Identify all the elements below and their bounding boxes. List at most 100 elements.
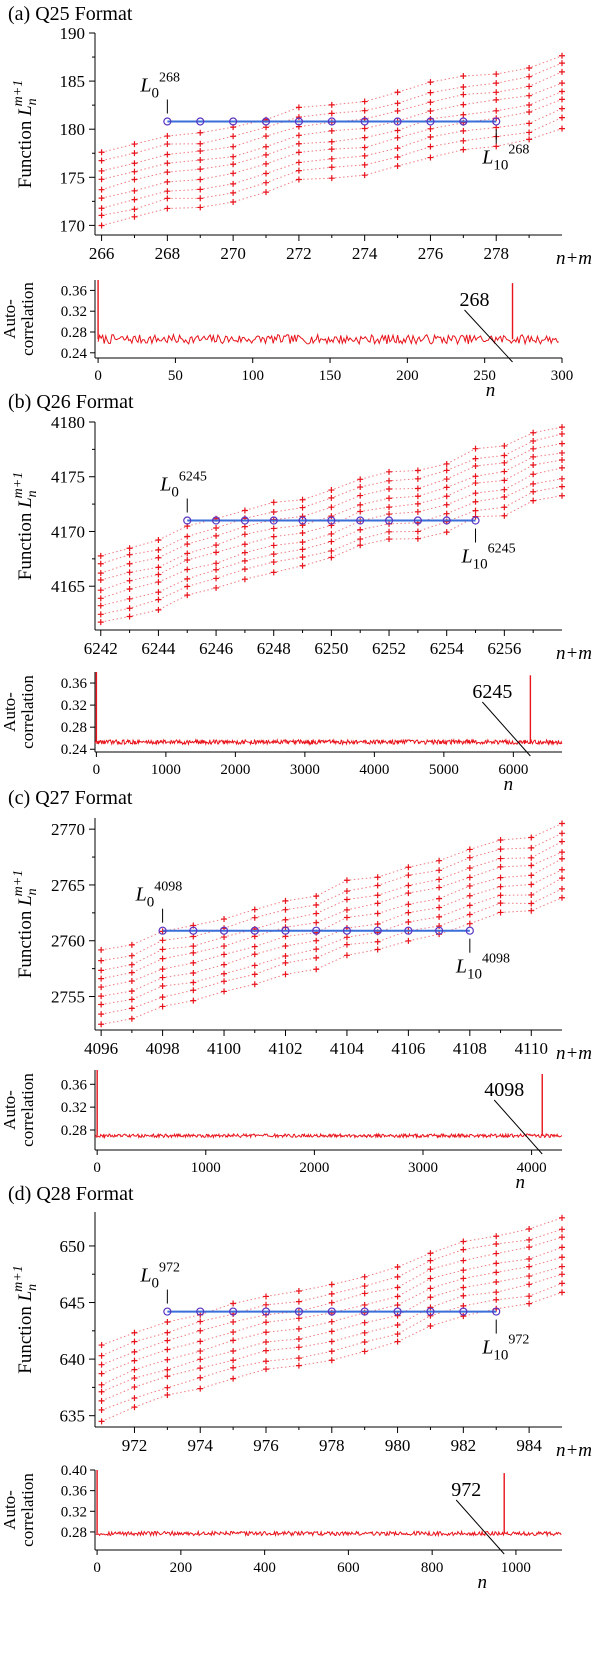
peak-leader bbox=[482, 701, 531, 757]
data-point-plus bbox=[374, 946, 381, 953]
data-point-plus bbox=[251, 962, 258, 969]
data-point-plus bbox=[493, 1296, 500, 1303]
data-point-plus bbox=[357, 542, 364, 549]
data-point-plus bbox=[530, 453, 537, 460]
data-point-plus bbox=[197, 204, 204, 211]
data-point-plus bbox=[98, 1021, 105, 1028]
highlight-marker bbox=[189, 926, 198, 935]
autocorrelation-plot: 0.28 0.32 0.36 0.40 0 200 400 600 800 1000 Auto-co… bbox=[0, 1463, 562, 1593]
data-point-plus bbox=[164, 1318, 171, 1325]
data-point-plus bbox=[131, 1357, 138, 1364]
panel-title: (d) Q28 Format bbox=[8, 1183, 134, 1205]
data-point-plus bbox=[230, 1300, 237, 1307]
data-point-plus bbox=[460, 1284, 467, 1291]
data-point-plus bbox=[559, 1226, 565, 1233]
data-point-plus bbox=[128, 1015, 135, 1022]
data-point-plus bbox=[263, 170, 270, 177]
series-group bbox=[98, 820, 565, 1028]
data-point-plus bbox=[184, 566, 191, 573]
data-point-plus bbox=[501, 468, 508, 475]
data-point-plus bbox=[155, 571, 162, 578]
data-point-plus bbox=[374, 910, 381, 917]
series-line bbox=[101, 877, 563, 1005]
data-point-plus bbox=[197, 1356, 204, 1363]
data-point-plus bbox=[361, 1319, 368, 1326]
data-point-plus bbox=[405, 909, 412, 916]
data-point-plus bbox=[386, 495, 393, 502]
data-point-plus bbox=[295, 1336, 302, 1343]
data-point-plus bbox=[436, 923, 443, 930]
data-point-plus bbox=[460, 1257, 467, 1264]
data-point-plus bbox=[394, 107, 401, 114]
data-point-plus bbox=[241, 541, 248, 548]
data-point-plus bbox=[361, 1329, 368, 1336]
data-point-plus bbox=[559, 60, 565, 67]
data-point-plus bbox=[414, 467, 421, 474]
data-point-plus bbox=[299, 522, 306, 529]
data-point-plus bbox=[98, 212, 105, 219]
data-point-plus bbox=[343, 914, 350, 921]
data-point-plus bbox=[282, 971, 289, 978]
x-tick-label: 976 bbox=[253, 1436, 279, 1455]
highlight-marker bbox=[404, 926, 413, 935]
peak-label: 4098 bbox=[484, 1079, 524, 1101]
function-plot: 170 175 180 185 190 266 268 270 272 274 276 278 n+m F… bbox=[11, 24, 592, 269]
data-point-plus bbox=[126, 595, 133, 602]
data-point-plus bbox=[164, 195, 171, 202]
data-point-plus bbox=[270, 525, 277, 532]
highlight-marker bbox=[196, 1307, 205, 1316]
data-point-plus bbox=[295, 114, 302, 121]
data-point-plus bbox=[559, 80, 565, 87]
data-point-plus bbox=[528, 907, 535, 914]
highlight-marker bbox=[413, 516, 422, 525]
y-tick-label: 190 bbox=[60, 24, 86, 43]
data-point-plus bbox=[357, 501, 364, 508]
data-point-plus bbox=[559, 424, 565, 431]
data-point-plus bbox=[472, 462, 479, 469]
data-point-plus bbox=[328, 1348, 335, 1355]
data-point-plus bbox=[466, 882, 473, 889]
data-point-plus bbox=[230, 189, 237, 196]
y-tick-label: 0.32 bbox=[61, 1100, 87, 1116]
data-point-plus bbox=[361, 1290, 368, 1297]
data-point-plus bbox=[526, 136, 533, 143]
data-point-plus bbox=[460, 137, 467, 144]
x-axis-label: n bbox=[515, 1172, 525, 1193]
data-point-plus bbox=[493, 96, 500, 103]
data-point-plus bbox=[263, 179, 270, 186]
x-tick-label: 100 bbox=[241, 368, 264, 384]
y-tick-label: 0.36 bbox=[61, 676, 88, 692]
data-point-plus bbox=[313, 937, 320, 944]
function-plot: 4165 4170 4175 4180 6242 6244 6246 6248 6250 6252… bbox=[11, 413, 592, 664]
data-point-plus bbox=[131, 1395, 138, 1402]
data-point-plus bbox=[128, 988, 135, 995]
y-axis-label-line2: correlation bbox=[18, 1473, 37, 1547]
data-point-plus bbox=[155, 564, 162, 571]
y-axis-label: Function Lnm+1 bbox=[11, 1265, 40, 1373]
data-point-plus bbox=[131, 213, 138, 220]
data-point-plus bbox=[528, 872, 535, 879]
data-point-plus bbox=[184, 556, 191, 563]
data-point-plus bbox=[295, 104, 302, 111]
data-point-plus bbox=[405, 937, 412, 944]
x-tick-label: 2000 bbox=[220, 762, 250, 778]
highlight-marker bbox=[196, 117, 205, 126]
highlight-marker bbox=[442, 516, 451, 525]
y-tick-label: 185 bbox=[60, 72, 86, 91]
data-point-plus bbox=[98, 1406, 105, 1413]
data-point-plus bbox=[159, 966, 166, 973]
data-point-plus bbox=[295, 1325, 302, 1332]
data-point-plus bbox=[530, 497, 537, 504]
data-point-plus bbox=[386, 536, 393, 543]
data-point-plus bbox=[466, 854, 473, 861]
data-point-plus bbox=[164, 141, 171, 148]
data-point-plus bbox=[128, 952, 135, 959]
highlight-marker bbox=[250, 926, 259, 935]
x-tick-label: 4108 bbox=[453, 1039, 487, 1058]
end-label: L104098 bbox=[455, 952, 510, 983]
highlight-marker bbox=[393, 1307, 402, 1316]
x-tick-label: 2000 bbox=[299, 1160, 329, 1176]
data-point-plus bbox=[155, 596, 162, 603]
data-point-plus bbox=[493, 71, 500, 78]
data-point-plus bbox=[559, 855, 565, 862]
